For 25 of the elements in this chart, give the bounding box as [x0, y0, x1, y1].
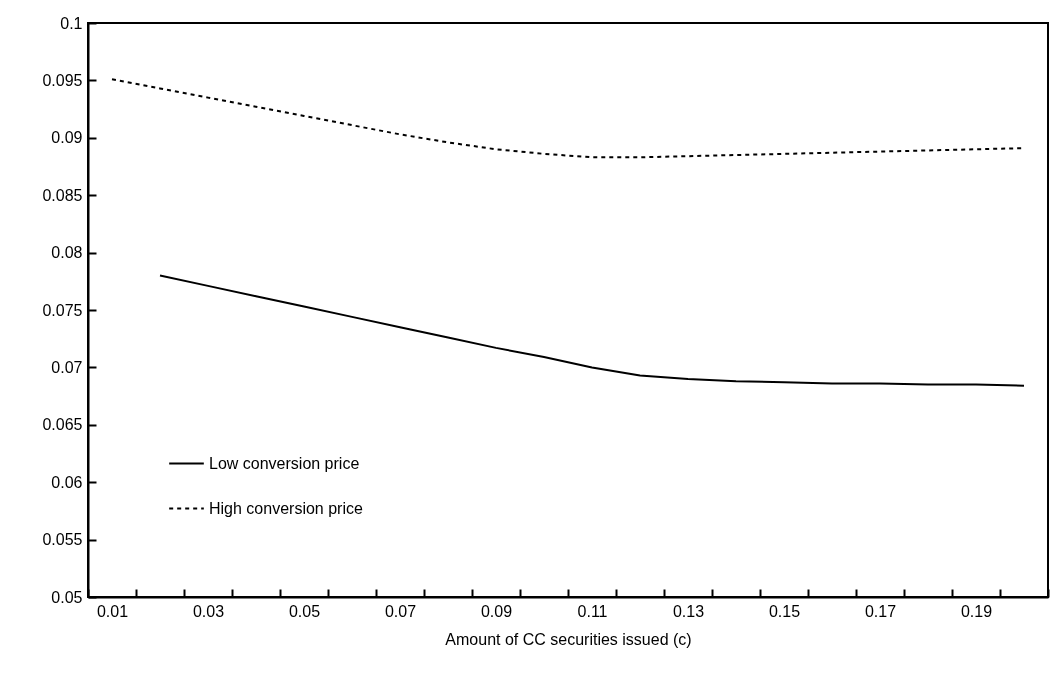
- y-tick-label: 0.1: [60, 14, 83, 32]
- x-tick-label: 0.11: [577, 602, 608, 620]
- x-tick-label: 0.13: [672, 602, 705, 620]
- x-tick-label: 0.15: [768, 602, 801, 620]
- y-tick-label: 0.06: [51, 473, 83, 491]
- line-series: [159, 274, 1025, 387]
- y-tick-label: 0.08: [51, 244, 83, 262]
- legend-label: High conversion price: [209, 499, 363, 517]
- y-tick-label: 0.095: [42, 71, 83, 89]
- x-tick-label: 0.19: [960, 602, 993, 620]
- y-tick-label: 0.065: [42, 416, 83, 434]
- x-tick-label: 0.03: [192, 602, 225, 620]
- y-tick-label: 0.07: [51, 358, 83, 376]
- y-tick-label: 0.055: [42, 531, 83, 549]
- x-tick-label: 0.07: [384, 602, 417, 620]
- y-tick-label: 0.085: [42, 186, 83, 204]
- legend-label: Low conversion price: [209, 454, 360, 472]
- x-tick-label: 0.17: [864, 602, 897, 620]
- x-axis-title: Amount of CC securities issued (c): [445, 630, 692, 648]
- y-tick-label: 0.09: [51, 129, 83, 147]
- x-tick-label: 0.01: [96, 602, 129, 620]
- y-tick-label: 0.075: [42, 301, 83, 319]
- x-tick-label: 0.05: [288, 602, 321, 620]
- y-tick-label: 0.05: [51, 588, 83, 606]
- x-tick-label: 0.09: [480, 602, 513, 620]
